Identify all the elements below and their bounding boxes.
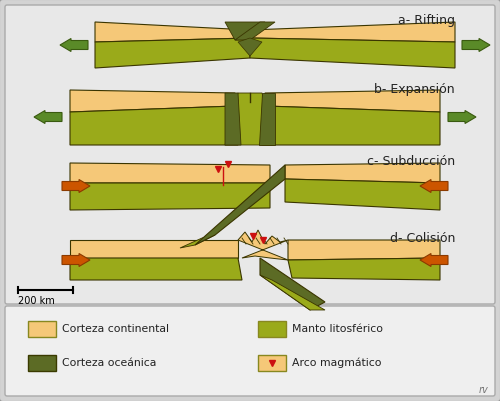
Polygon shape — [288, 240, 440, 260]
Polygon shape — [70, 106, 238, 145]
Polygon shape — [238, 230, 288, 260]
Text: Arco magmático: Arco magmático — [292, 358, 382, 368]
Polygon shape — [180, 235, 215, 248]
Polygon shape — [195, 165, 285, 245]
Polygon shape — [250, 22, 455, 42]
Polygon shape — [95, 38, 250, 68]
Polygon shape — [70, 90, 235, 112]
Polygon shape — [70, 258, 242, 280]
Polygon shape — [260, 275, 325, 310]
Polygon shape — [225, 93, 241, 145]
Polygon shape — [288, 258, 440, 280]
FancyArrow shape — [60, 38, 88, 51]
Polygon shape — [225, 22, 265, 40]
Polygon shape — [258, 355, 286, 371]
Polygon shape — [235, 22, 275, 40]
Polygon shape — [258, 321, 286, 337]
FancyArrow shape — [62, 180, 90, 192]
Polygon shape — [262, 106, 440, 145]
Polygon shape — [95, 22, 250, 42]
FancyArrow shape — [462, 38, 490, 51]
Text: a- Rifting: a- Rifting — [398, 14, 455, 27]
Polygon shape — [70, 163, 270, 183]
Text: c- Subducción: c- Subducción — [367, 155, 455, 168]
FancyArrow shape — [62, 253, 90, 267]
Text: 200 km: 200 km — [18, 296, 55, 306]
Text: b- Expansión: b- Expansión — [374, 83, 455, 96]
FancyArrow shape — [448, 111, 476, 124]
Polygon shape — [285, 163, 440, 183]
Text: Manto litosférico: Manto litosférico — [292, 324, 383, 334]
Text: Corteza oceánica: Corteza oceánica — [62, 358, 156, 368]
Polygon shape — [28, 321, 56, 337]
Polygon shape — [285, 179, 440, 210]
FancyBboxPatch shape — [5, 5, 495, 304]
Polygon shape — [238, 38, 262, 56]
Text: rv: rv — [478, 385, 488, 395]
Polygon shape — [260, 258, 325, 310]
FancyBboxPatch shape — [5, 306, 495, 396]
Polygon shape — [259, 93, 275, 145]
Polygon shape — [250, 38, 455, 68]
FancyArrow shape — [34, 111, 62, 124]
FancyArrow shape — [420, 253, 448, 267]
Text: Corteza continental: Corteza continental — [62, 324, 169, 334]
Text: d- Colisión: d- Colisión — [390, 232, 455, 245]
Polygon shape — [265, 90, 440, 112]
FancyArrow shape — [420, 180, 448, 192]
Polygon shape — [70, 183, 270, 210]
Polygon shape — [28, 355, 56, 371]
Polygon shape — [70, 240, 238, 258]
Polygon shape — [225, 93, 275, 145]
